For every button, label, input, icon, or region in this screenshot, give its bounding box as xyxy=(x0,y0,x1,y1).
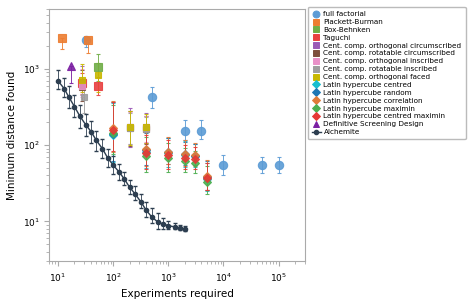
Y-axis label: Minimum distance found: Minimum distance found xyxy=(7,71,17,200)
Legend: full factorial, Plackett-Burman, Box-Behnken, Taguchi, Cent. comp. orthogonal ci: full factorial, Plackett-Burman, Box-Beh… xyxy=(308,7,466,140)
X-axis label: Experiments required: Experiments required xyxy=(121,289,234,299)
